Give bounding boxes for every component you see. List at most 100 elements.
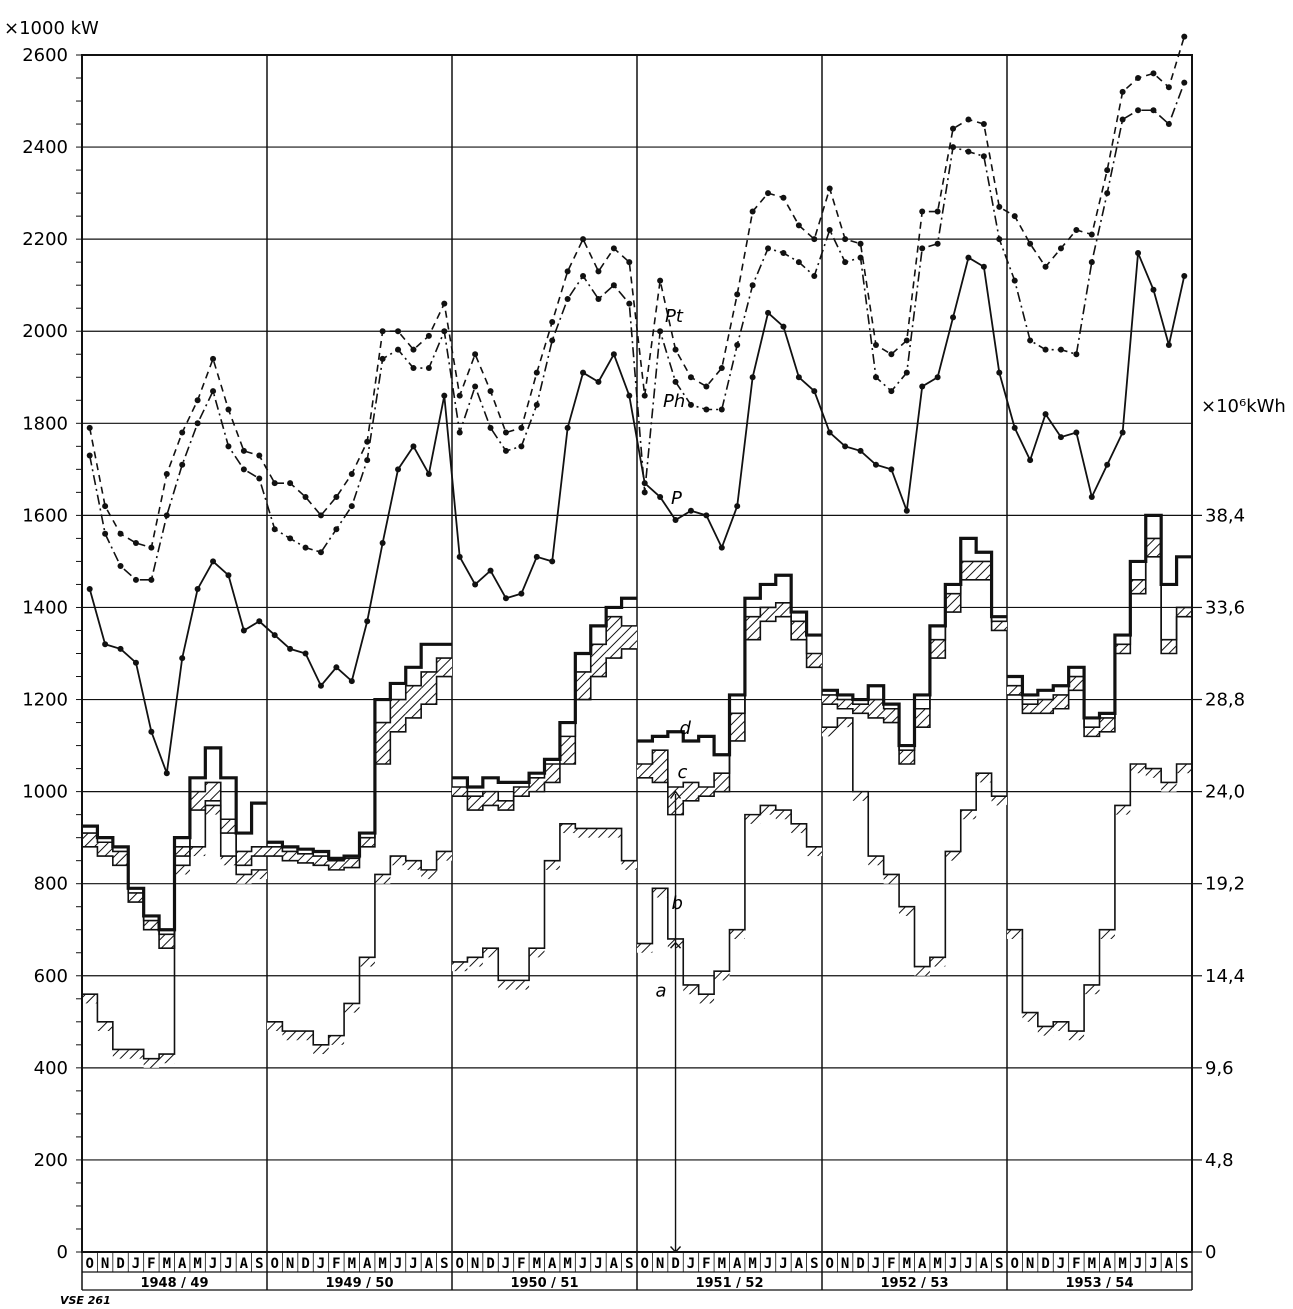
series-ph-point xyxy=(641,489,648,496)
series-pt-point xyxy=(1027,240,1034,247)
month-label: S xyxy=(625,1256,633,1272)
hatch-cell xyxy=(1114,644,1131,654)
hatch-cell xyxy=(297,853,314,863)
month-label: M xyxy=(748,1256,756,1272)
series-ph-point xyxy=(703,406,710,413)
series-p-line xyxy=(88,252,1186,774)
month-label: J xyxy=(1134,1256,1142,1272)
hatch-cell xyxy=(868,699,884,718)
hatch-cell-a xyxy=(837,717,853,728)
series-pt-point xyxy=(86,424,93,431)
series-ph-point xyxy=(687,401,694,408)
series-p-point xyxy=(225,572,232,579)
month-label: J xyxy=(964,1256,972,1272)
series-p-point xyxy=(194,586,201,593)
month-label: F xyxy=(1072,1256,1080,1272)
series-pt-point xyxy=(1104,167,1111,174)
series-p-point xyxy=(1027,457,1034,464)
series-ph-point xyxy=(148,576,155,583)
series-p-point xyxy=(148,728,155,735)
series-p-point xyxy=(1088,493,1095,500)
hatch-cell xyxy=(205,782,221,801)
hatch-cell xyxy=(452,787,468,797)
hatch-cell-a xyxy=(775,810,792,820)
series-ph-point xyxy=(934,240,941,247)
hatch-cell-a xyxy=(1161,782,1177,792)
month-label: O xyxy=(85,1256,93,1272)
series-pt-point xyxy=(626,259,633,266)
month-label: A xyxy=(610,1256,619,1272)
series-ph-point xyxy=(1027,337,1034,344)
month-label: F xyxy=(147,1256,155,1272)
month-label: N xyxy=(841,1256,849,1272)
series-p-point xyxy=(1057,434,1064,441)
series-d-line xyxy=(82,513,1192,932)
hatch-cell xyxy=(498,800,514,811)
series-ph-point xyxy=(1119,116,1126,123)
series-pt-point xyxy=(1135,75,1142,82)
hatch-cell-a xyxy=(236,874,252,884)
hatch-cell-a xyxy=(159,1054,175,1064)
series xyxy=(82,33,1192,1254)
hatch-cell xyxy=(1022,704,1038,714)
series-ph-point xyxy=(826,226,833,233)
y-tick-label-left: 2200 xyxy=(22,229,68,250)
y-tick-label-left: 2000 xyxy=(22,321,68,342)
hatch-cell-a xyxy=(205,805,221,815)
series-pt-point xyxy=(1011,213,1018,220)
month-label: A xyxy=(240,1256,249,1272)
hatch-cell-a xyxy=(452,961,468,972)
series-pt-point xyxy=(980,121,987,128)
y-tick-label-left: 1400 xyxy=(22,597,68,618)
hatch-cell xyxy=(883,708,900,723)
month-label: O xyxy=(270,1256,278,1272)
series-pt-point xyxy=(333,493,340,500)
hatch-cell xyxy=(760,607,776,622)
annotation-pt: Pt xyxy=(665,306,684,327)
month-label: D xyxy=(301,1256,309,1272)
y-tick-label-right: 0 xyxy=(1205,1242,1216,1263)
y-tick-label-right: 33,6 xyxy=(1205,597,1245,618)
month-label: J xyxy=(594,1256,602,1272)
series-pt-point xyxy=(903,337,910,344)
series-pt-point xyxy=(564,268,571,275)
series-pt-point xyxy=(703,383,710,390)
series-p-point xyxy=(672,516,679,523)
month-label: M xyxy=(348,1256,356,1272)
hatch-cell xyxy=(775,602,792,617)
series-ph-point xyxy=(179,461,186,468)
series-pt-point xyxy=(348,470,355,477)
series-p-point xyxy=(1011,424,1018,431)
series-pt-point xyxy=(1088,231,1095,238)
hatch-cell-a xyxy=(559,823,576,834)
labels: 0 200 400 600 800 1000 1200 1400 1600 1800 2000 220… xyxy=(4,18,1286,1307)
series-pt-point xyxy=(1073,226,1080,233)
hatch-cell xyxy=(251,846,267,857)
series-p-point xyxy=(348,678,355,685)
hatch-cell-a xyxy=(97,1021,113,1032)
series-p-point xyxy=(888,466,895,473)
hatch-cell-a xyxy=(482,948,499,958)
hatch-cell-a xyxy=(1145,768,1162,778)
series-pt-point xyxy=(826,185,833,192)
series-ph-point xyxy=(441,328,448,335)
month-label: F xyxy=(517,1256,525,1272)
hatch-cell xyxy=(621,625,637,649)
series-pt-point xyxy=(472,351,479,358)
series-pt-point xyxy=(102,503,109,510)
hatch-cell xyxy=(467,796,483,811)
month-label: J xyxy=(394,1256,402,1272)
series-p-point xyxy=(1073,429,1080,436)
series-pt-point xyxy=(795,222,802,229)
series-p-point xyxy=(1165,342,1172,349)
hatch-cell xyxy=(328,860,345,870)
month-label: M xyxy=(903,1256,911,1272)
y-axis-unit-left: ×1000 kW xyxy=(4,18,99,39)
month-label: O xyxy=(1010,1256,1018,1272)
series-ph-point xyxy=(795,259,802,266)
y-tick-label-right: 14,4 xyxy=(1205,966,1245,987)
month-label: J xyxy=(779,1256,787,1272)
y-tick-label-right: 4,8 xyxy=(1205,1150,1234,1171)
series-p-point xyxy=(1042,411,1049,418)
series-pt-point xyxy=(657,277,664,284)
